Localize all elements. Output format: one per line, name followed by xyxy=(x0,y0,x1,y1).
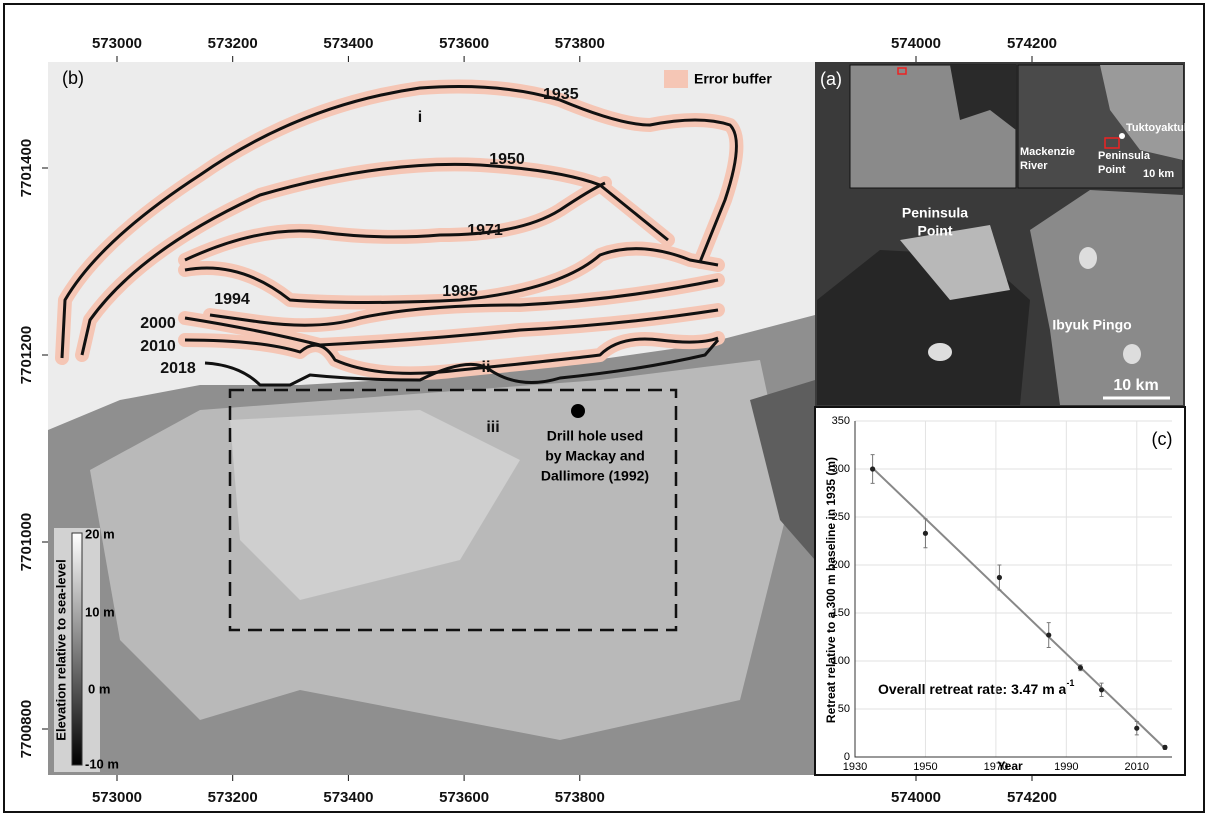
annotation-text: Overall retreat rate: 3.47 m a xyxy=(878,681,1067,697)
x-tick-label: 574200 xyxy=(1007,35,1057,52)
drill-label: Dallimore (1992) xyxy=(541,468,649,484)
shoreline-label: 1971 xyxy=(467,222,503,239)
x-tick-label: 573600 xyxy=(439,35,489,52)
x-tick-label: 573400 xyxy=(323,35,373,52)
annotation-sup: -1 xyxy=(1066,678,1074,688)
point xyxy=(1046,632,1051,637)
y-tick-label: 250 xyxy=(832,511,850,523)
x-tick-label: 574000 xyxy=(891,35,941,52)
annotation: i xyxy=(418,109,422,126)
y-tick-label: 350 xyxy=(832,415,850,427)
x-tick-label: 574200 xyxy=(1007,789,1057,806)
inset-panel: Tuktoyaktuk Mackenzie River Peninsula Po… xyxy=(815,62,1191,407)
y-tick-label: 7701000 xyxy=(18,513,35,571)
y-tick-label: 100 xyxy=(832,655,850,667)
map-panel: 1935 1950 1971 1985 1994 2000 2010 2018 … xyxy=(48,62,815,775)
legend-label: Error buffer xyxy=(694,71,772,87)
annotation: ii xyxy=(482,359,491,376)
y-tick-label: 50 xyxy=(838,703,850,715)
pingo xyxy=(928,343,952,361)
colorbar-label: 20 m xyxy=(85,526,115,541)
map-label: Peninsula xyxy=(1098,150,1151,162)
pingo xyxy=(1123,344,1141,364)
colorbar-label: -10 m xyxy=(85,756,119,771)
x-tick-label: 573200 xyxy=(208,35,258,52)
annotation: Overall retreat rate: 3.47 m a-1 xyxy=(878,678,1074,696)
map-label: Point xyxy=(918,223,953,239)
y-tick-label: 7701400 xyxy=(18,139,35,197)
colorbar-label: 0 m xyxy=(88,681,110,696)
x-tick-label: 1970 xyxy=(984,761,1008,773)
shoreline-label: 2000 xyxy=(140,315,176,332)
x-tick-label: 573800 xyxy=(555,789,605,806)
y-tick-label: 150 xyxy=(832,607,850,619)
point xyxy=(870,466,875,471)
point xyxy=(1078,665,1083,670)
y-axis-label: Retreat relative to a 300 m baseline in … xyxy=(824,457,838,723)
map-label: River xyxy=(1020,160,1048,172)
panel-label: (a) xyxy=(820,69,842,89)
y-tick-label: 200 xyxy=(832,559,850,571)
point xyxy=(1099,687,1104,692)
shoreline-label: 1935 xyxy=(543,86,579,103)
colorbar xyxy=(72,533,82,765)
town xyxy=(1119,133,1125,139)
y-tick-label: 7700800 xyxy=(18,700,35,758)
x-tick-label: 1950 xyxy=(913,761,937,773)
legend-swatch xyxy=(664,70,688,88)
map-label: Point xyxy=(1098,164,1126,176)
y-tick-label: 300 xyxy=(832,463,850,475)
shoreline-label: 1985 xyxy=(442,283,478,300)
map-label: Mackenzie xyxy=(1020,146,1075,158)
shoreline-label: 1994 xyxy=(214,291,250,308)
annotation: iii xyxy=(486,419,499,436)
colorbar-label: 10 m xyxy=(85,604,115,619)
x-tick-label: 573000 xyxy=(92,789,142,806)
shoreline-label: 2018 xyxy=(160,360,196,377)
map-label: Ibyuk Pingo xyxy=(1052,317,1131,333)
x-tick-label: 573800 xyxy=(555,35,605,52)
pingo xyxy=(1079,247,1097,269)
x-tick-label: 573200 xyxy=(208,789,258,806)
scale-label: 10 km xyxy=(1113,377,1158,394)
map-label: Peninsula xyxy=(902,205,968,221)
y-tick-label: 7701200 xyxy=(18,326,35,384)
x-tick-label: 574000 xyxy=(891,789,941,806)
x-tick-label: 573400 xyxy=(323,789,373,806)
colorbar-title: Elevation relative to sea-level xyxy=(53,559,68,740)
point xyxy=(1134,726,1139,731)
panel-label: (b) xyxy=(62,68,84,88)
point xyxy=(997,575,1002,580)
drill-hole xyxy=(571,404,585,418)
shoreline-label: 2010 xyxy=(140,338,176,355)
drill-label: by Mackay and xyxy=(545,448,645,464)
map-label: Tuktoyaktuk xyxy=(1126,122,1191,134)
shoreline-label: 1950 xyxy=(489,151,525,168)
point xyxy=(1162,745,1167,750)
point xyxy=(923,531,928,536)
x-tick-label: 1930 xyxy=(843,761,867,773)
scale-label: 10 km xyxy=(1143,168,1174,180)
x-tick-label: 1990 xyxy=(1054,761,1078,773)
figure: 1935 1950 1971 1985 1994 2000 2010 2018 … xyxy=(0,0,1209,815)
x-tick-label: 573600 xyxy=(439,789,489,806)
x-tick-label: 2010 xyxy=(1125,761,1149,773)
chart-title: (c) xyxy=(1152,429,1173,449)
x-tick-label: 573000 xyxy=(92,35,142,52)
drill-label: Drill hole used xyxy=(547,428,643,444)
